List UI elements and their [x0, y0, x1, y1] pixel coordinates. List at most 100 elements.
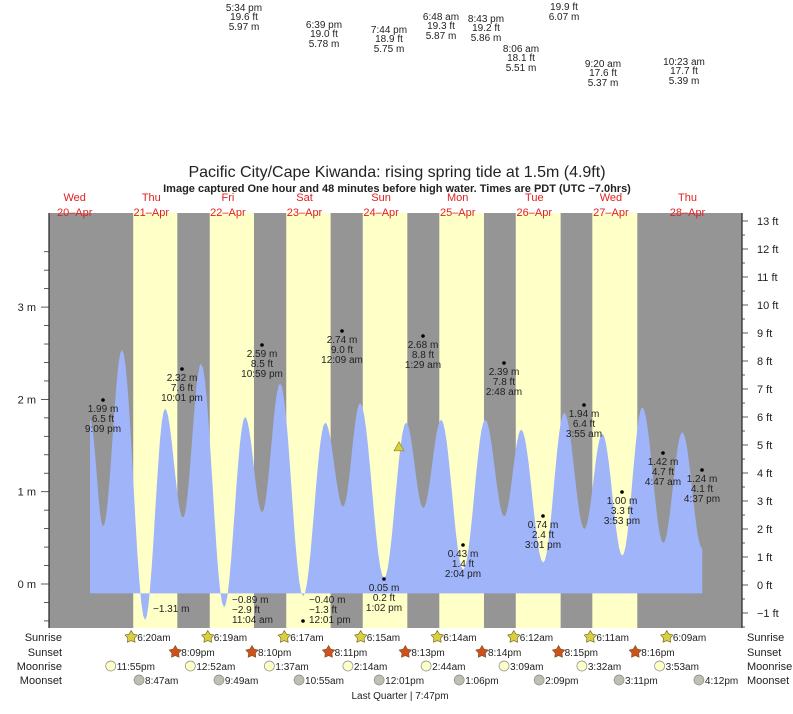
- sunrise-icon: [660, 629, 674, 643]
- moonset-event: 1:06pm: [453, 674, 499, 687]
- sunrise-time: 6:20am: [137, 633, 170, 644]
- day-label-date: 25–Apr: [440, 207, 476, 219]
- extreme-label: −1.31 m: [153, 604, 189, 615]
- extreme-time: 10:23 am: [663, 57, 705, 68]
- right-axis-label: −1 ft: [757, 608, 779, 620]
- extreme-height-m: −1.31 m: [153, 604, 189, 615]
- extreme-height-m: 5.37 m: [588, 78, 619, 89]
- day-label-date: 28–Apr: [670, 207, 706, 219]
- axes: Wed 20–Apr Thu 21–Apr Fri 22–Apr Sat 23–Apr Sun 2…: [18, 192, 779, 628]
- sunset-icon: [321, 644, 336, 658]
- extreme-label: 0.05 m0.2 ft1:02 pm: [366, 583, 402, 614]
- extreme-height-ft: 9.0 ft: [331, 345, 353, 356]
- moonset-time: 2:09pm: [545, 676, 578, 687]
- extreme-height-m: 1.99 m: [88, 404, 119, 415]
- sunrise-event: 6:19am: [201, 629, 247, 644]
- sunset-icon: [628, 644, 643, 658]
- moonrise-icon: [420, 660, 432, 672]
- sun-moon-rows: Sunrise Sunrise 6:20am 6:19am 6:17am 6:15am 6:…: [17, 629, 792, 687]
- extreme-height-m: −0.89 m: [232, 595, 268, 606]
- extreme-time: 9:09 pm: [85, 424, 121, 435]
- extreme-time: 11:04 am: [232, 615, 273, 626]
- sunrise-icon: [430, 629, 445, 643]
- plot-area: [49, 213, 742, 628]
- right-axis-label: 12 ft: [757, 244, 778, 256]
- extreme-time: 12:01 pm: [309, 615, 351, 626]
- moonset-time: 9:49am: [225, 676, 258, 687]
- extreme-time: 6:48 am: [423, 12, 459, 23]
- sunrise-time: 6:15am: [367, 633, 400, 644]
- day-label-dow: Wed: [600, 192, 622, 204]
- right-axis-label: 1 ft: [757, 552, 772, 564]
- extreme-height-ft: −2.9 ft: [232, 605, 260, 616]
- moonrise-icon: [498, 660, 510, 672]
- right-axis-label: 6 ft: [757, 412, 772, 424]
- moonrise-icon: [185, 660, 196, 672]
- left-axis-label: 1 m: [18, 487, 36, 499]
- extreme-height-m: 1.94 m: [569, 409, 600, 420]
- extreme-height-ft: 19.9 ft: [550, 2, 578, 13]
- moonset-icon: [133, 674, 145, 686]
- extreme-height-ft: 2.4 ft: [532, 530, 554, 541]
- right-axis-label: 2 ft: [757, 524, 772, 536]
- sunrise-event: 6:20am: [124, 629, 171, 644]
- sunrise-time: 6:17am: [290, 633, 323, 644]
- right-axis-label: 11 ft: [757, 272, 778, 284]
- moonset-event: 2:09pm: [533, 674, 579, 687]
- extreme-height-m: 1.00 m: [607, 496, 638, 507]
- sunset-event: 8:10pm: [245, 644, 291, 659]
- sunset-time: 8:16pm: [641, 648, 674, 659]
- moonrise-time: 1:37am: [275, 662, 308, 673]
- moonset-event: 8:47am: [133, 674, 178, 687]
- extreme-time: 10:01 pm: [161, 393, 203, 404]
- extreme-time: 1:29 am: [405, 360, 441, 371]
- sunset-time: 8:13pm: [411, 648, 444, 659]
- moonset-icon: [213, 674, 225, 686]
- moonrise-icon: [576, 660, 588, 672]
- day-label-dow: Thu: [678, 192, 697, 204]
- extreme-time: 9:20 am: [585, 59, 621, 70]
- moonset-event: 3:11pm: [613, 674, 658, 687]
- moonset-time: 3:11pm: [625, 676, 658, 687]
- extreme-height-ft: 19.2 ft: [472, 23, 500, 34]
- moonrise-time: 2:14am: [354, 662, 387, 673]
- sunrise-icon: [124, 629, 138, 643]
- extreme-height-m: 2.68 m: [408, 340, 439, 351]
- right-axis-label: 7 ft: [757, 384, 772, 396]
- sunset-event: 8:15pm: [551, 644, 598, 659]
- extreme-height-ft: 4.7 ft: [652, 467, 674, 478]
- sunset-time: 8:11pm: [335, 648, 368, 659]
- day-label-dow: Wed: [63, 192, 85, 204]
- extreme-height-m: 0.74 m: [528, 520, 559, 531]
- extreme-label: 1.00 m3.3 ft3:53 pm: [604, 496, 640, 527]
- extreme-height-ft: 3.3 ft: [611, 506, 633, 517]
- left-axis-label: 3 m: [18, 302, 36, 314]
- moonrise-event: 3:32am: [576, 660, 621, 673]
- sunrise-time: 6:09am: [673, 633, 706, 644]
- moonset-icon: [613, 674, 625, 686]
- extreme-height-m: 1.24 m: [687, 474, 718, 485]
- moonset-icon: [693, 674, 705, 686]
- sunrise-event: 6:15am: [354, 629, 400, 644]
- extreme-label: 1.24 m4.1 ft4:37 pm: [684, 474, 720, 505]
- day-label-date: 26–Apr: [517, 207, 553, 219]
- tide-curve: [90, 349, 703, 620]
- extreme-dot: [101, 398, 105, 402]
- day-label-date: 22–Apr: [210, 207, 246, 219]
- row-label-left-sunrise: Sunrise: [25, 632, 62, 644]
- moonrise-event: 3:09am: [498, 660, 543, 673]
- moonrise-time: 12:52am: [196, 662, 235, 673]
- moonset-time: 1:06pm: [465, 676, 498, 687]
- day-label-dow: Tue: [525, 192, 544, 204]
- extreme-label: 1.94 m6.4 ft3:55 am: [566, 409, 602, 440]
- extreme-dot: [582, 403, 586, 407]
- sunrise-event: 6:11am: [583, 629, 629, 644]
- extreme-height-ft: 19.6 ft: [230, 12, 258, 23]
- row-label-right-sunset: Sunset: [747, 647, 781, 659]
